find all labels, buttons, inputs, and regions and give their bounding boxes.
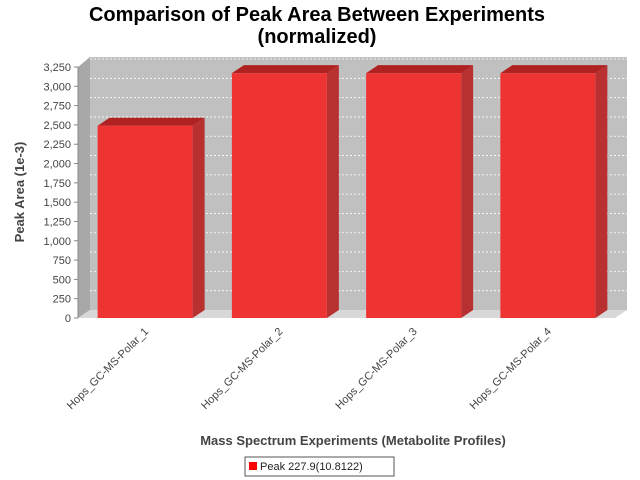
- x-tick-label: Hops_GC-MS-Polar_1: [65, 326, 151, 412]
- bar-side: [192, 117, 205, 319]
- y-tick-label: 3,250: [43, 62, 71, 74]
- y-axis-title: Peak Area (1e-3): [12, 142, 27, 243]
- bar-front: [366, 73, 462, 318]
- bar-top: [366, 65, 474, 74]
- plot-background: [90, 57, 627, 310]
- legend: Peak 227.9(10.8122): [244, 456, 395, 477]
- bar: [97, 117, 205, 319]
- x-tick-label: Hops_GC-MS-Polar_2: [199, 326, 285, 412]
- bar-front: [231, 73, 327, 318]
- bars: [97, 65, 608, 319]
- bar: [500, 65, 608, 318]
- x-axis-title: Mass Spectrum Experiments (Metabolite Pr…: [200, 433, 506, 448]
- x-axis-labels: Hops_GC-MS-Polar_1 Hops_GC-MS-Polar_2 Hops…: [65, 326, 554, 412]
- chart-title-line-1: Comparison of Peak Area Between Experime…: [89, 4, 545, 26]
- x-tick-label: Hops_GC-MS-Polar_3: [333, 326, 419, 412]
- plot-left-wall: [78, 57, 90, 318]
- bar: [231, 65, 339, 318]
- legend-box: [244, 456, 395, 477]
- bar-top: [97, 117, 205, 126]
- y-tick-label: 2,250: [43, 139, 71, 151]
- bar-front: [97, 125, 193, 319]
- bar-side: [461, 65, 474, 318]
- legend-label: Peak 227.9(10.8122): [260, 461, 363, 473]
- legend-swatch: [249, 462, 257, 470]
- y-tick-label: 250: [53, 294, 71, 306]
- bar: [366, 65, 474, 318]
- x-tick-label: Hops_GC-MS-Polar_4: [468, 326, 554, 412]
- y-tick-label: 3,000: [43, 81, 71, 93]
- bar-side: [595, 65, 608, 318]
- bar-front: [500, 73, 596, 318]
- y-tick-label: 0: [65, 313, 71, 325]
- y-tick-label: 500: [53, 274, 71, 286]
- bar-top: [500, 65, 608, 74]
- bar-side: [326, 65, 339, 318]
- y-tick-label: 1,750: [43, 178, 71, 190]
- y-tick-label: 750: [53, 255, 71, 267]
- y-axis-ticks: 0 250 500 750 1,000 1,250 1,500 1,750 2,000 2,250…: [43, 62, 78, 325]
- plot-floor: [78, 310, 627, 318]
- bar-top: [231, 65, 339, 74]
- y-tick-label: 2,750: [43, 101, 71, 113]
- y-tick-label: 1,250: [43, 216, 71, 228]
- y-tick-label: 1,000: [43, 236, 71, 248]
- y-tick-label: 2,500: [43, 120, 71, 132]
- chart-title-line-2: (normalized): [258, 26, 377, 48]
- y-tick-label: 1,500: [43, 197, 71, 209]
- y-tick-label: 2,000: [43, 159, 71, 171]
